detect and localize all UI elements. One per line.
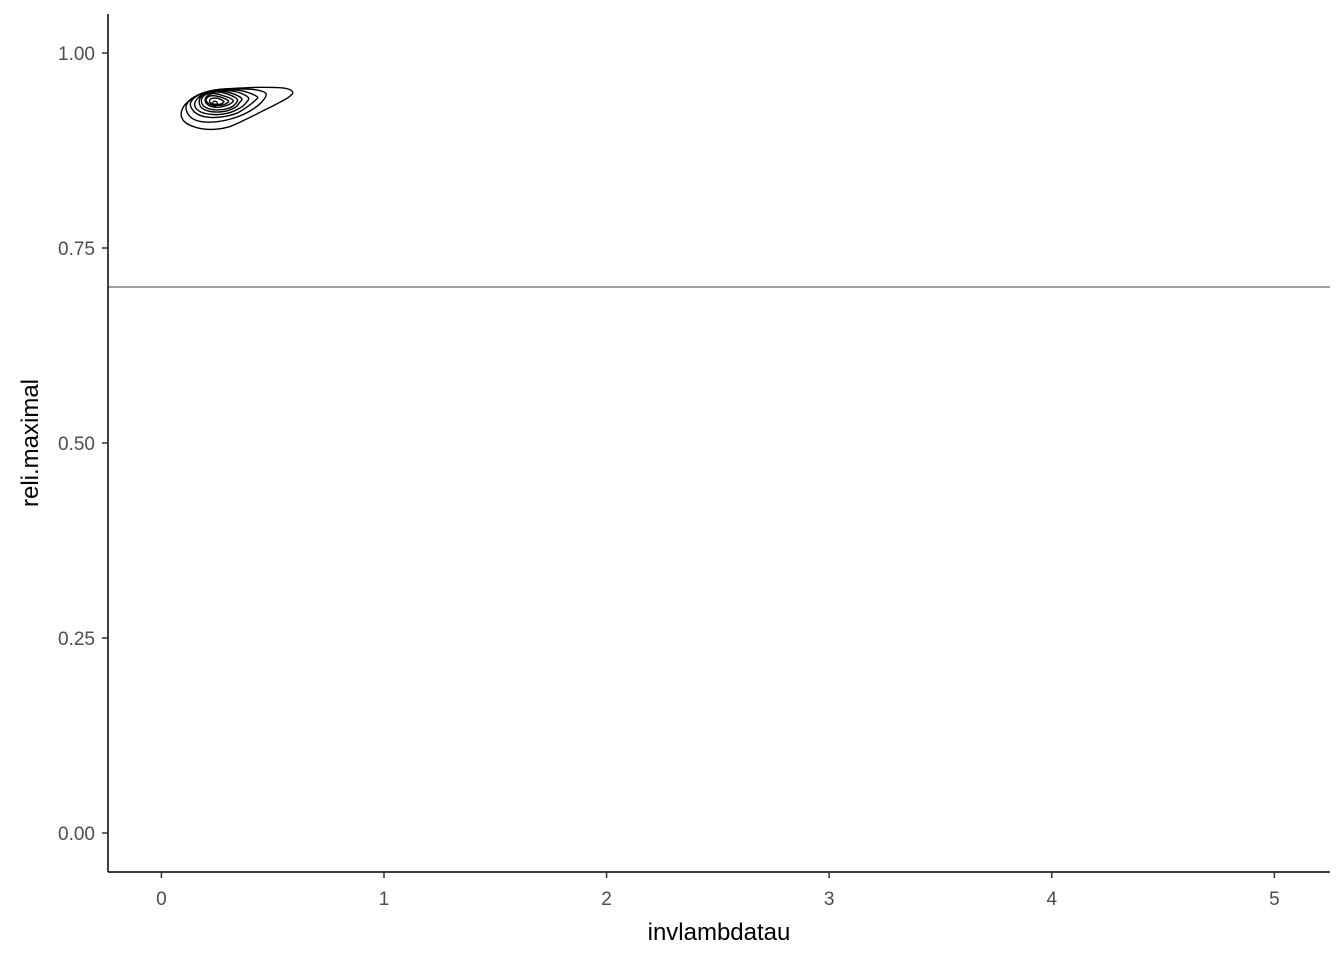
y-tick-label: 1.00 xyxy=(58,44,95,65)
contour-line-4 xyxy=(193,89,250,116)
x-tick-label: 3 xyxy=(824,889,835,910)
x-tick-label: 5 xyxy=(1269,889,1280,910)
y-tick-label: 0.50 xyxy=(58,434,95,455)
y-tick-label: 0.25 xyxy=(58,629,95,650)
x-tick-label: 4 xyxy=(1046,889,1057,910)
contour-line-6 xyxy=(200,91,239,111)
y-axis-ticks: 0.00 0.25 0.50 0.75 1.00 xyxy=(58,44,108,845)
y-tick-label: 0.75 xyxy=(58,239,95,260)
x-tick-label: 2 xyxy=(601,889,612,910)
x-tick-label: 0 xyxy=(156,889,167,910)
contour-line-2 xyxy=(185,88,267,123)
contour-line-7 xyxy=(204,92,234,108)
x-tick-label: 1 xyxy=(379,889,390,910)
contour-line-8 xyxy=(205,94,230,107)
plot-area xyxy=(108,86,1330,288)
contour-line-1 xyxy=(180,86,294,131)
x-axis-title: invlambdatau xyxy=(648,919,791,946)
y-tick-label: 0.00 xyxy=(58,824,95,845)
contour-line-3 xyxy=(189,88,259,119)
contour-line-5 xyxy=(198,90,243,113)
x-axis-ticks: 0 1 2 3 4 5 xyxy=(156,872,1280,910)
contour-line-9 xyxy=(208,97,225,106)
y-axis-title: reli.maximal xyxy=(17,379,44,507)
contour-peak xyxy=(211,100,218,107)
